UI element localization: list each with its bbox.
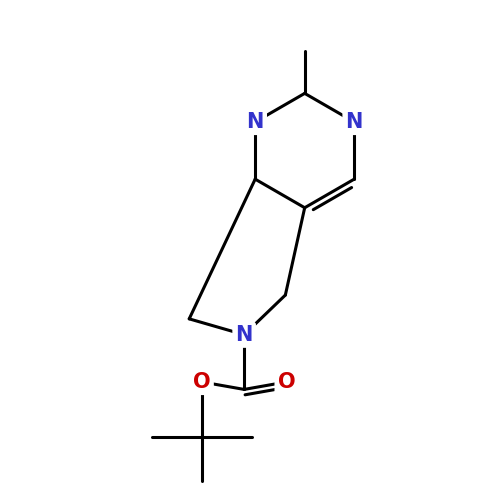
Text: O: O	[278, 372, 295, 392]
Text: O: O	[193, 372, 210, 392]
Text: N: N	[246, 112, 264, 132]
Text: N: N	[236, 324, 253, 344]
Text: N: N	[346, 112, 363, 132]
